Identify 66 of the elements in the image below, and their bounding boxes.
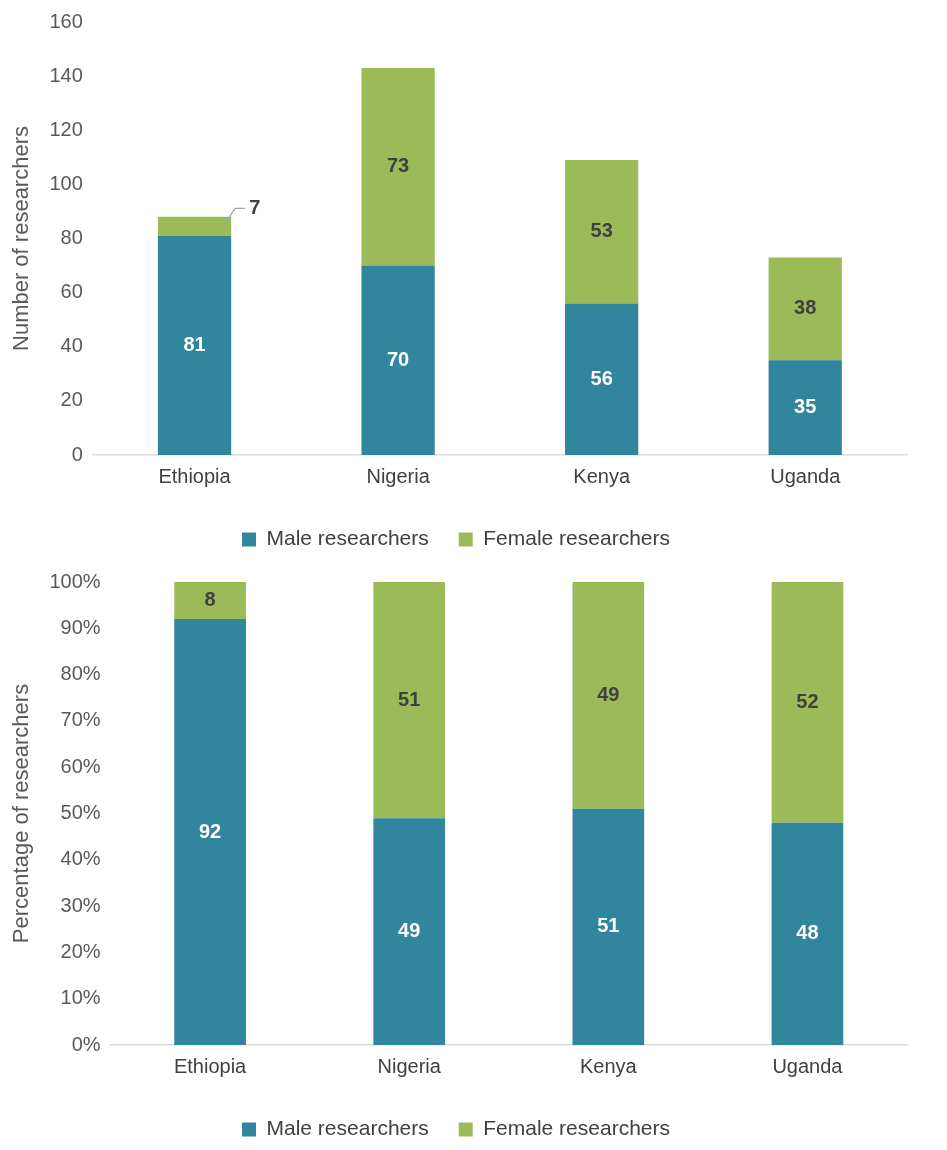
data-label: 52: [796, 689, 819, 712]
y-tick-label: 160: [49, 9, 83, 32]
y-tick-label: 30%: [60, 893, 101, 916]
data-label: 81: [183, 332, 206, 355]
data-label: 73: [386, 154, 410, 177]
x-tick-label: Kenya: [573, 464, 631, 487]
data-label: 56: [590, 366, 613, 389]
bar: [572, 582, 645, 809]
bar: [771, 582, 844, 823]
x-tick-label: Ethiopia: [173, 1054, 248, 1077]
x-tick-label: Uganda: [770, 464, 842, 487]
y-tick-label: 40%: [60, 847, 101, 870]
bar: [768, 257, 842, 361]
x-tick-label: Uganda: [772, 1054, 844, 1077]
legend-label: Male researchers: [266, 526, 429, 550]
data-label: 38: [794, 296, 817, 319]
data-label: 35: [794, 395, 817, 418]
y-tick-label: 80%: [60, 662, 101, 685]
x-tick-label: Ethiopia: [158, 464, 232, 487]
bar: [565, 303, 639, 455]
y-tick-label: 140: [49, 63, 83, 86]
y-tick-label: 20: [60, 388, 83, 411]
bar: [771, 822, 844, 1045]
data-label: 51: [597, 914, 620, 937]
bar: [373, 818, 446, 1045]
y-tick-label: 80: [60, 226, 83, 249]
data-label: 49: [398, 919, 421, 942]
bar: [768, 360, 842, 455]
legend-label: Female researchers: [483, 1116, 670, 1140]
y-tick-label: 70%: [60, 708, 101, 731]
bar: [174, 582, 246, 620]
data-label: 51: [398, 687, 421, 710]
y-tick-label: 0: [71, 442, 83, 465]
y-axis-title: Percentage of researchers: [8, 683, 34, 944]
y-tick-label: 10%: [60, 986, 101, 1009]
y-tick-label: 50%: [60, 801, 101, 824]
bar: [157, 235, 232, 455]
y-tick-label: 60: [60, 280, 83, 303]
data-label: 70: [386, 347, 410, 370]
bar: [174, 619, 246, 1045]
y-tick-label: 0%: [71, 1032, 101, 1055]
data-label: 92: [198, 819, 222, 842]
bar: [361, 265, 435, 455]
legend-label: Female researchers: [483, 526, 670, 550]
x-tick-label: Nigeria: [377, 1054, 442, 1077]
y-tick-label: 90%: [60, 615, 101, 638]
x-tick-label: Nigeria: [366, 464, 431, 487]
bar: [157, 216, 232, 236]
bar: [572, 808, 645, 1045]
data-label: 53: [590, 219, 613, 242]
bar: [565, 160, 639, 304]
data-label: 49: [597, 682, 620, 705]
y-tick-label: 20%: [60, 939, 101, 962]
legend-label: Male researchers: [266, 1116, 429, 1140]
y-axis-title: Number of researchers: [8, 126, 34, 351]
bar: [373, 582, 446, 819]
data-label: 8: [204, 588, 216, 611]
y-tick-label: 100%: [49, 569, 101, 592]
y-tick-label: 40: [60, 334, 83, 357]
x-tick-label: Kenya: [579, 1054, 638, 1077]
y-tick-label: 120: [49, 117, 83, 140]
data-label: 48: [796, 921, 819, 944]
y-tick-label: 60%: [60, 754, 101, 777]
bar: [361, 68, 435, 266]
y-tick-label: 100: [49, 171, 83, 194]
data-label: 7: [249, 195, 261, 218]
